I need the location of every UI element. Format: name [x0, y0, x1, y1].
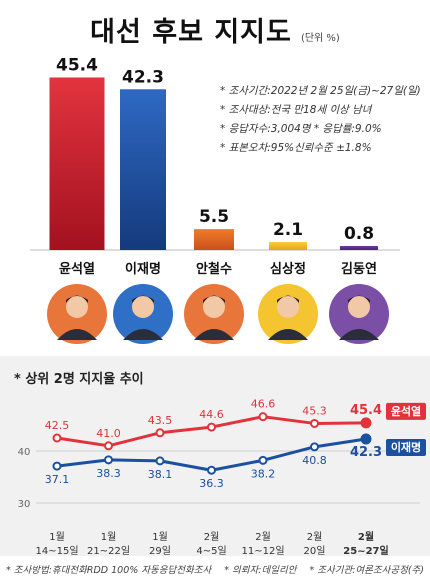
y-tick-label: 40 — [18, 447, 31, 458]
bar-윤석열 — [49, 77, 105, 250]
data-label: 38.3 — [96, 467, 121, 480]
data-point — [52, 461, 62, 471]
x-tick-label: 2월 — [255, 531, 271, 543]
portrait-face — [66, 296, 88, 318]
chart-title-row: 대선 후보 지지도 (단위 %) — [0, 10, 430, 49]
portrait-shoulders — [194, 329, 234, 340]
bar-김동연 — [340, 246, 378, 250]
survey-info: * 조사기간:2022년 2월 25일(금)~27일(일) * 조사대상:전국 … — [220, 82, 425, 158]
x-tick-label: 29일 — [149, 545, 171, 557]
portrait-hair — [132, 295, 154, 303]
data-label: 42.5 — [45, 419, 70, 432]
candidate-name-label: 안철수 — [196, 261, 232, 277]
portrait-face — [132, 296, 154, 318]
series-tag-label: 이재명 — [391, 440, 421, 454]
portrait-hair — [277, 295, 299, 303]
x-tick-label: 1월 — [101, 531, 117, 543]
candidate-name-label: 윤석열 — [59, 261, 95, 277]
trend-title: * 상위 2명 지지율 추이 — [14, 372, 144, 387]
bar-value-label: 42.3 — [122, 67, 164, 87]
candidate-name-label: 이재명 — [125, 261, 161, 277]
data-point — [310, 442, 319, 452]
candidate-name-label: 김동연 — [341, 262, 377, 277]
data-label: 41.0 — [96, 427, 121, 440]
footer-agency: * 조사기관:여론조사공정(주) — [309, 565, 424, 576]
survey-info-target: * 조사대상:전국 만18세 이상 남녀 — [220, 104, 372, 116]
x-tick-label: 1월 — [152, 531, 168, 543]
footer-client: * 의뢰자:데일리안 — [224, 565, 297, 576]
portrait-shoulders — [57, 329, 97, 340]
data-point — [104, 441, 113, 451]
x-tick-label: 4~5일 — [196, 545, 226, 557]
bar-심상정 — [269, 242, 307, 250]
series-tag-label: 윤석열 — [391, 404, 421, 418]
data-label: 38.2 — [251, 467, 276, 480]
data-point — [207, 422, 216, 432]
portrait-hair — [66, 295, 88, 303]
data-label: 43.5 — [148, 414, 173, 427]
survey-info-respondents: * 응답자수:3,004명 * 응답률:9.0% — [220, 123, 382, 135]
line-chart: 40 30 42.5 41.0 43.5 44.6 46.6 45.3 45.4 윤석열 37.1… — [18, 398, 426, 557]
x-tick-label: 20일 — [304, 545, 326, 557]
series-tag-bg — [386, 439, 426, 457]
portrait-face — [277, 296, 299, 318]
unit-label: (단위 %) — [300, 33, 340, 44]
footer-notes: * 조사방법:휴대전화RDD 100% 자동응답전화조사 * 의뢰자:데일리안 … — [0, 556, 430, 585]
portrait-face — [348, 296, 370, 318]
bar-안철수 — [194, 229, 234, 250]
data-point — [104, 455, 113, 465]
data-label: 45.3 — [302, 404, 327, 417]
data-label: 46.6 — [251, 398, 276, 411]
data-label: 45.4 — [350, 403, 382, 418]
survey-info-period: * 조사기간:2022년 2월 25일(금)~27일(일) — [220, 85, 421, 97]
series-tag-bg — [386, 402, 426, 420]
portrait-face — [203, 296, 225, 318]
data-point — [155, 456, 165, 466]
data-point — [360, 417, 372, 429]
x-tick-label: 25~27일 — [343, 544, 388, 557]
x-tick-label: 2월 — [204, 531, 220, 543]
data-point — [258, 412, 268, 422]
data-label: 44.6 — [199, 408, 224, 421]
bar-value-label: 0.8 — [344, 224, 374, 244]
x-tick-label: 14~15일 — [35, 545, 78, 557]
data-label: 38.1 — [148, 468, 173, 481]
x-tick-label: 2월 — [307, 531, 323, 543]
portrait-hair — [348, 295, 370, 303]
page-title: 대선 후보 지지도 — [90, 17, 292, 48]
portrait-shoulders — [268, 329, 308, 340]
data-point — [207, 465, 216, 475]
data-point — [52, 433, 62, 443]
survey-info-error: * 표본오차:95%신뢰수준 ±1.8% — [220, 142, 372, 154]
x-tick-label: 21~22일 — [87, 545, 130, 557]
x-tick-label: 2월 — [358, 531, 374, 543]
data-point — [155, 428, 165, 438]
data-point — [310, 418, 319, 428]
x-tick-label: 11~12일 — [241, 545, 284, 557]
bar-value-label: 5.5 — [199, 207, 229, 227]
y-tick-label: 30 — [18, 499, 31, 510]
candidate-name-label: 심상정 — [270, 261, 306, 277]
footer-method: * 조사방법:휴대전화RDD 100% 자동응답전화조사 — [6, 565, 212, 576]
bar-value-label: 2.1 — [273, 220, 303, 240]
bar-value-label: 45.4 — [56, 55, 98, 75]
portrait-hair — [203, 295, 225, 303]
trend-panel: * 상위 2명 지지율 추이 40 30 42.5 41.0 43.5 44.6 46.6… — [0, 356, 430, 585]
portrait-shoulders — [123, 329, 163, 340]
data-point — [258, 455, 268, 465]
data-label: 36.3 — [199, 477, 224, 490]
bar-이재명 — [120, 89, 166, 250]
data-point — [360, 433, 372, 445]
data-label: 37.1 — [45, 473, 70, 486]
data-label: 42.3 — [350, 445, 382, 460]
data-label: 40.8 — [302, 454, 327, 467]
bar-chart-panel: 대선 후보 지지도 (단위 %) * 조사기간:2022년 2월 25일(금)~… — [0, 10, 430, 344]
x-tick-label: 1월 — [49, 531, 65, 543]
portrait-shoulders — [339, 329, 379, 340]
bar-chart: 45.4 윤석열 42.3 이재명 5.5 안철수 2.1 심상정 0.8 김동연 — [30, 55, 400, 344]
